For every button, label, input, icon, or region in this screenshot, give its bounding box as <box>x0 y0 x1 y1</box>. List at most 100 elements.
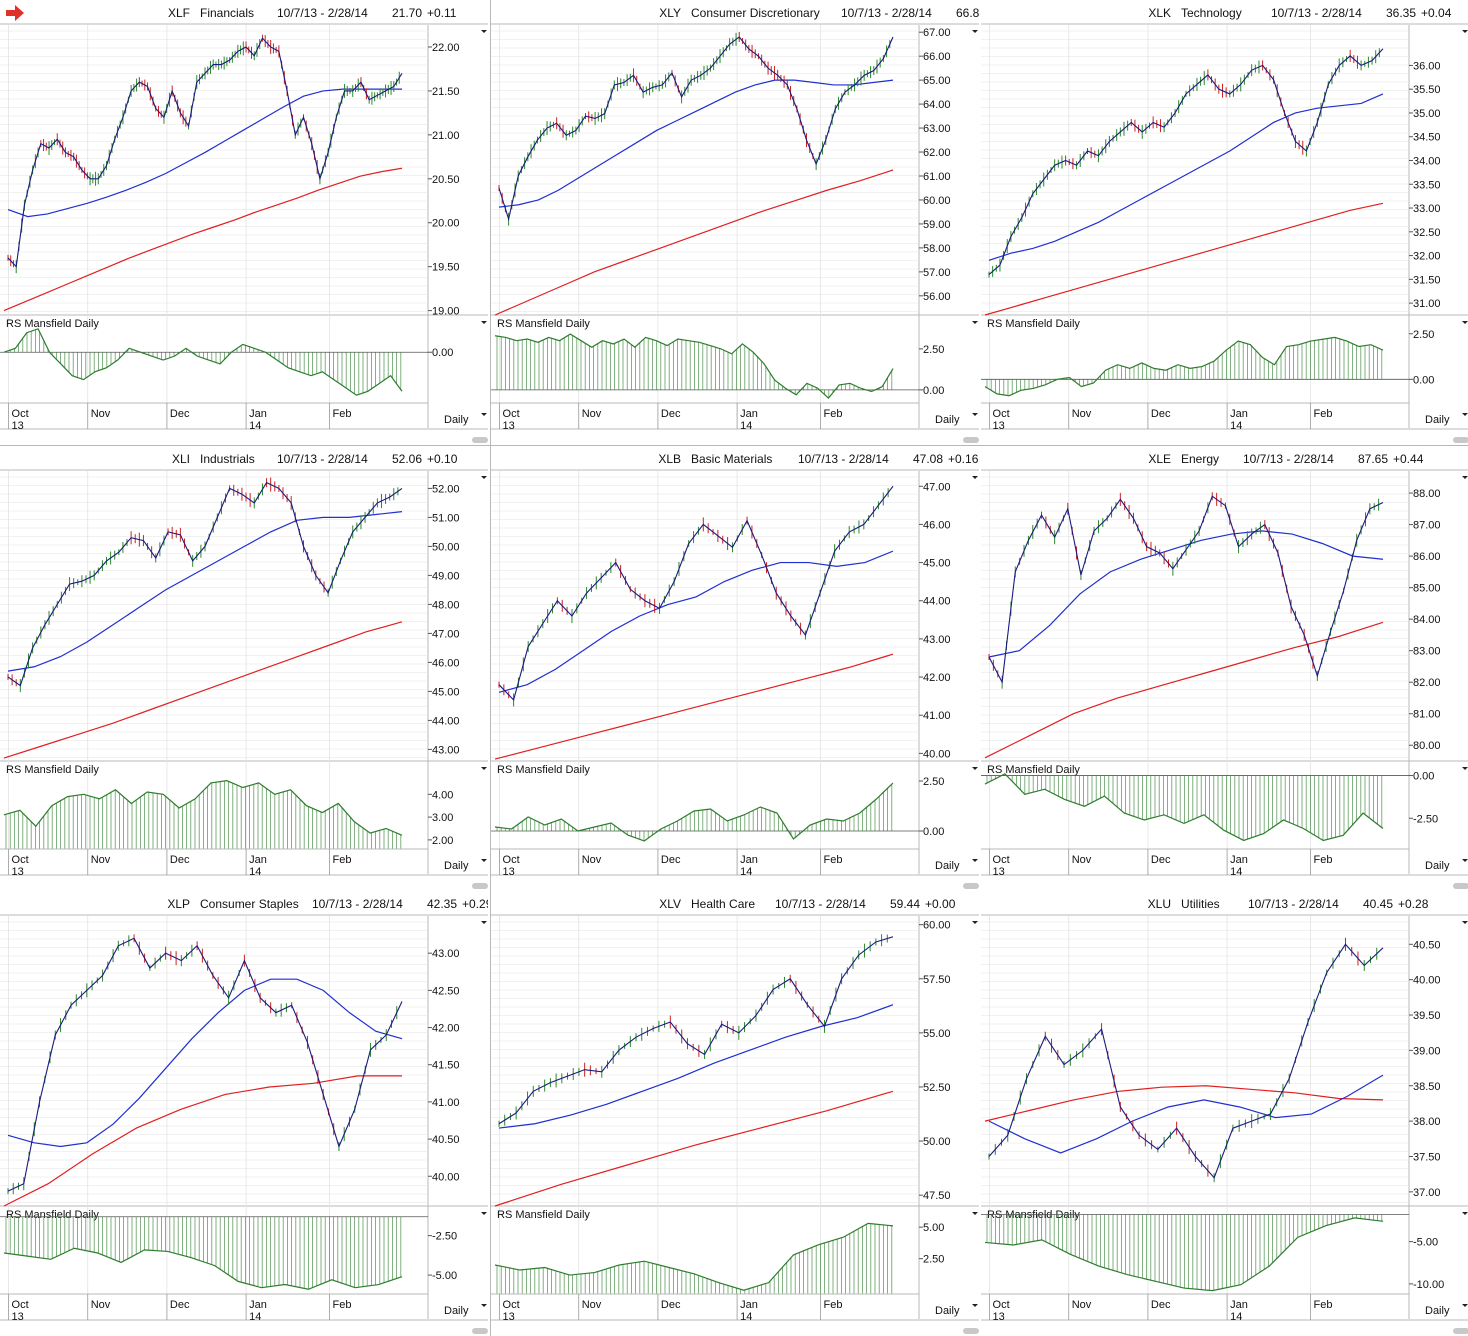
symbol-label: XLI <box>172 452 190 466</box>
rs-tick-label: 0.00 <box>432 347 453 359</box>
ma-blue-line <box>498 1004 894 1129</box>
scroll-handle[interactable] <box>963 1328 979 1334</box>
chevron-down-icon[interactable] <box>481 321 487 324</box>
chevron-down-icon[interactable] <box>481 1212 487 1215</box>
year-label: 14 <box>249 866 261 878</box>
price-tick-label: 65.00 <box>923 75 951 87</box>
name-label: Consumer Staples <box>200 897 299 911</box>
chart-panel-xlf[interactable]: XLF Financials 10/7/13 - 2/28/14 21.70 +0.11… <box>0 0 490 445</box>
rs-label: RS Mansfield Daily <box>497 1209 590 1221</box>
timeframe-label[interactable]: Daily <box>935 414 960 426</box>
chevron-down-icon[interactable] <box>972 921 978 924</box>
price-tick-label: 59.00 <box>923 219 951 231</box>
ma-blue-line <box>7 978 403 1148</box>
price-tick-label: 47.50 <box>923 1190 951 1202</box>
timeframe-label[interactable]: Daily <box>935 860 960 872</box>
ma-blue-line <box>988 1074 1384 1154</box>
chart-panel-xle[interactable]: XLE Energy 10/7/13 - 2/28/14 87.65 +0.44 88.0… <box>981 446 1468 891</box>
range-label: 10/7/13 - 2/28/14 <box>277 6 368 20</box>
rs-tick-label: -5.00 <box>1413 1237 1438 1249</box>
timeframe-label[interactable]: Daily <box>1425 414 1450 426</box>
range-label: 10/7/13 - 2/28/14 <box>277 452 368 466</box>
price-tick-label: 83.00 <box>1413 646 1441 658</box>
rs-tick-label: 0.00 <box>1413 374 1434 386</box>
timeframe-label[interactable]: Daily <box>444 414 469 426</box>
chevron-down-icon[interactable] <box>972 476 978 479</box>
right-arrow-icon[interactable] <box>6 5 24 21</box>
timeframe-label[interactable]: Daily <box>444 1305 469 1317</box>
price-tick-label: 60.00 <box>923 920 951 932</box>
chevron-down-icon[interactable] <box>1462 1304 1468 1307</box>
chevron-down-icon[interactable] <box>481 30 487 33</box>
timeframe-label[interactable]: Daily <box>1425 1305 1450 1317</box>
month-label: Jan <box>740 1299 758 1311</box>
month-label: Feb <box>824 408 843 420</box>
chevron-down-icon[interactable] <box>972 1304 978 1307</box>
chart-panel-xlb[interactable]: XLB Basic Materials 10/7/13 - 2/28/14 47.08… <box>491 446 981 891</box>
scroll-handle[interactable] <box>1453 1328 1468 1334</box>
chart-panel-xlu[interactable]: XLU Utilities 10/7/13 - 2/28/14 40.45 +0.28 4… <box>981 891 1468 1336</box>
timeframe-label[interactable]: Daily <box>444 860 469 872</box>
scroll-handle[interactable] <box>1453 437 1468 443</box>
scroll-handle[interactable] <box>472 1328 488 1334</box>
chart-panel-xlv[interactable]: XLV Health Care 10/7/13 - 2/28/14 59.44 +0.0… <box>491 891 981 1336</box>
chevron-down-icon[interactable] <box>1462 859 1468 862</box>
scroll-handle[interactable] <box>472 437 488 443</box>
chevron-down-icon[interactable] <box>972 321 978 324</box>
scroll-handle[interactable] <box>1453 883 1468 889</box>
chevron-down-icon[interactable] <box>481 767 487 770</box>
chevron-down-icon[interactable] <box>972 859 978 862</box>
chevron-down-icon[interactable] <box>481 1304 487 1307</box>
chevron-down-icon[interactable] <box>972 30 978 33</box>
chart-svg: XLK Technology 10/7/13 - 2/28/14 36.35 +0.04… <box>981 6 1468 443</box>
month-label: Nov <box>1072 1299 1092 1311</box>
scroll-handle[interactable] <box>963 437 979 443</box>
chevron-down-icon[interactable] <box>972 1212 978 1215</box>
chevron-down-icon[interactable] <box>481 921 487 924</box>
month-label: Feb <box>1314 1299 1333 1311</box>
scroll-handle[interactable] <box>963 883 979 889</box>
scroll-handle[interactable] <box>472 883 488 889</box>
symbol-label: XLY <box>659 6 681 20</box>
chevron-down-icon[interactable] <box>481 413 487 416</box>
chevron-down-icon[interactable] <box>1462 921 1468 924</box>
timeframe-label[interactable]: Daily <box>1425 860 1450 872</box>
chevron-down-icon[interactable] <box>1462 30 1468 33</box>
chevron-down-icon[interactable] <box>1462 1212 1468 1215</box>
chart-panel-xlp[interactable]: XLP Consumer Staples 10/7/13 - 2/28/14 42.3… <box>0 891 490 1336</box>
symbol-label: XLP <box>167 897 190 911</box>
chart-header: XLU Utilities 10/7/13 - 2/28/14 40.45 +0.28 <box>1148 897 1429 911</box>
chevron-down-icon[interactable] <box>481 859 487 862</box>
month-label: Oct <box>993 1299 1010 1311</box>
rs-line <box>494 333 894 399</box>
chevron-down-icon[interactable] <box>972 413 978 416</box>
year-label: 13 <box>993 420 1005 432</box>
price-tick-label: 88.00 <box>1413 488 1441 500</box>
last-price-label: 21.70 <box>392 6 422 20</box>
price-tick-label: 31.50 <box>1413 274 1441 286</box>
chart-panel-xlk[interactable]: XLK Technology 10/7/13 - 2/28/14 36.35 +0.04… <box>981 0 1468 445</box>
month-label: Jan <box>740 854 758 866</box>
chevron-down-icon[interactable] <box>481 476 487 479</box>
price-tick-label: 45.00 <box>432 686 460 698</box>
price-tick-label: 38.00 <box>1413 1116 1441 1128</box>
price-tick-label: 39.50 <box>1413 1010 1441 1022</box>
rs-line <box>984 773 1384 842</box>
month-label: Oct <box>503 1299 520 1311</box>
chart-panel-xly[interactable]: XLY Consumer Discretionary 10/7/13 - 2/28/… <box>491 0 981 445</box>
rs-tick-label: -5.00 <box>432 1270 457 1282</box>
chart-header: XLF Financials 10/7/13 - 2/28/14 21.70 +0.11 <box>168 6 457 20</box>
price-tick-label: 43.00 <box>432 744 460 756</box>
chevron-down-icon[interactable] <box>1462 321 1468 324</box>
chart-panel-xli[interactable]: XLI Industrials 10/7/13 - 2/28/14 52.06 +0.1… <box>0 446 490 891</box>
timeframe-label[interactable]: Daily <box>935 1305 960 1317</box>
chevron-down-icon[interactable] <box>1462 767 1468 770</box>
chevron-down-icon[interactable] <box>1462 476 1468 479</box>
chevron-down-icon[interactable] <box>1462 413 1468 416</box>
month-label: Feb <box>1314 408 1333 420</box>
chevron-down-icon[interactable] <box>972 767 978 770</box>
price-tick-label: 66.00 <box>923 51 951 63</box>
chart-header: XLK Technology 10/7/13 - 2/28/14 36.35 +0.04 <box>1148 6 1451 20</box>
chart-svg: XLV Health Care 10/7/13 - 2/28/14 59.44 +0.0… <box>491 897 979 1334</box>
